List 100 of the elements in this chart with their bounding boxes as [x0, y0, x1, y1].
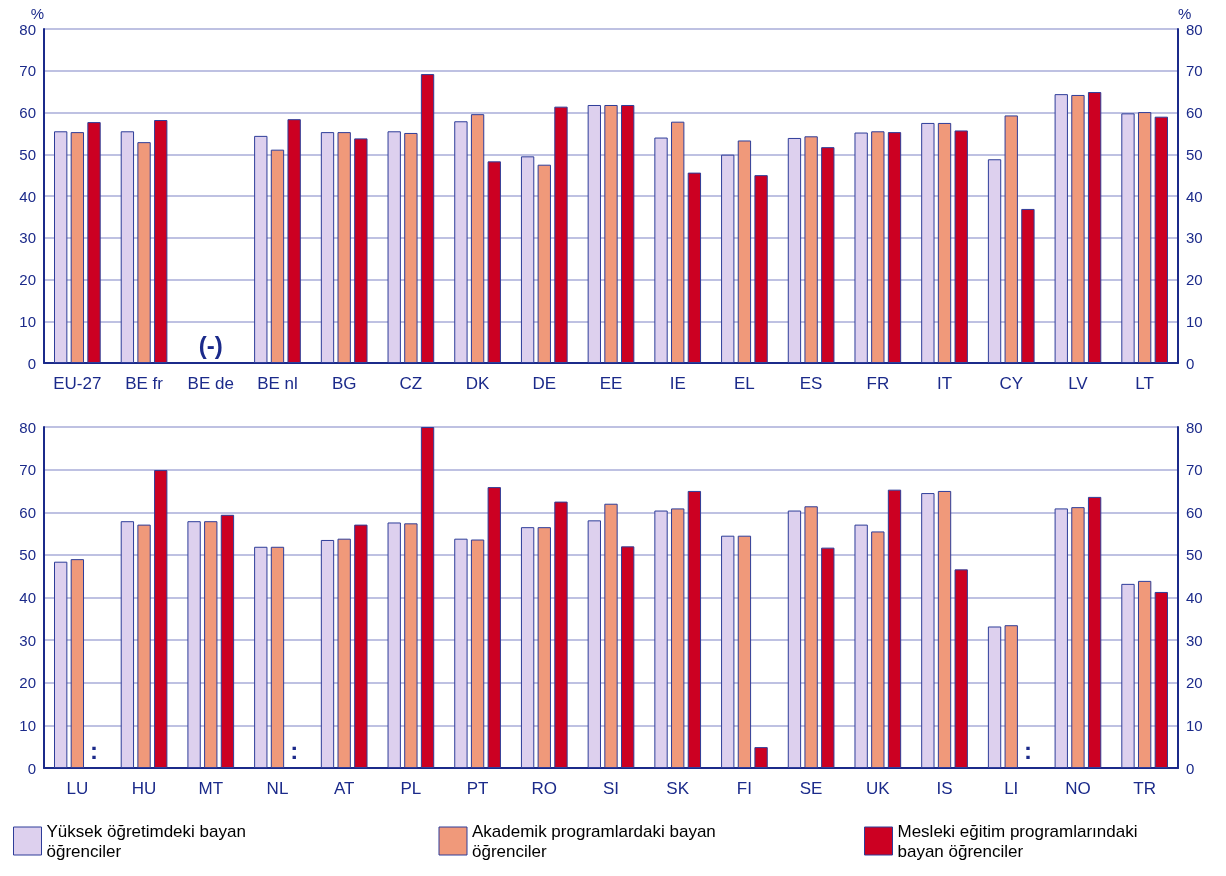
bar — [70, 132, 85, 363]
bar — [337, 132, 351, 363]
y-tick-label: 20 — [19, 674, 36, 692]
x-tick-label: NO — [1065, 779, 1091, 798]
y-tick-label: 30 — [19, 631, 36, 649]
bar — [1137, 580, 1152, 768]
bar — [671, 121, 685, 363]
y-tick-label: 50 — [19, 546, 36, 564]
x-tick-label: EL — [734, 374, 755, 393]
x-tick-label: BE nl — [257, 374, 298, 393]
bar — [921, 122, 935, 363]
bar — [1004, 625, 1018, 768]
bar — [721, 535, 735, 768]
bar — [270, 546, 285, 768]
bar — [487, 487, 501, 768]
bar — [954, 130, 968, 363]
bar — [487, 161, 501, 363]
y-tick-label: 10 — [19, 312, 36, 330]
x-tick-label: AT — [333, 779, 355, 798]
y-tick-label: 60 — [19, 104, 36, 121]
legend-label: Akademik programlardaki bayan öğrenciler — [472, 821, 721, 861]
bar — [937, 490, 952, 768]
y2-tick-label: 10 — [1186, 716, 1203, 734]
bar — [1121, 583, 1135, 768]
bar — [737, 140, 752, 363]
bar — [120, 131, 135, 363]
bar — [470, 539, 485, 768]
x-tick-label: PL — [400, 779, 422, 798]
x-tick-label: EE — [599, 374, 623, 393]
bar — [154, 470, 168, 768]
y-axis-title: % — [30, 5, 44, 22]
bar — [320, 539, 335, 768]
bar — [387, 131, 401, 363]
x-tick-label: DK — [465, 374, 491, 393]
y-tick-label: 80 — [19, 20, 36, 38]
legend-label: Yüksek öğretimdeki bayan öğrenciler — [46, 821, 251, 861]
bar — [787, 137, 802, 363]
y-tick-label: 50 — [19, 145, 36, 163]
bar — [70, 559, 85, 768]
bar — [137, 142, 151, 363]
bar — [921, 493, 935, 768]
bar — [621, 104, 635, 363]
x-tick-label: SE — [799, 779, 823, 798]
y-tick-label: 60 — [19, 503, 36, 521]
y2-tick-label: 30 — [1186, 229, 1203, 247]
bar — [204, 521, 218, 768]
bar — [654, 510, 668, 768]
bar — [621, 546, 635, 768]
x-tick-label: IS — [936, 779, 953, 798]
x-tick-label: CY — [999, 374, 1024, 393]
annotation: (-) — [198, 331, 223, 359]
y-tick-label: 70 — [19, 461, 36, 479]
bar — [987, 626, 1002, 768]
bar — [554, 106, 568, 363]
bar — [120, 521, 135, 768]
y-tick-label: 0 — [27, 759, 36, 777]
bar — [1137, 112, 1152, 363]
x-tick-label: FR — [866, 374, 890, 393]
bar — [554, 501, 568, 768]
bar — [1154, 591, 1168, 768]
legend-label: Mesleki eğitim programlarındaki bayan öğrenciler — [897, 821, 1143, 861]
bar — [337, 538, 351, 768]
x-tick-label: RO — [531, 779, 558, 798]
y-tick-label: 40 — [19, 589, 36, 606]
y2-tick-label: 30 — [1186, 631, 1203, 649]
annotation: : — [90, 736, 99, 764]
bar — [854, 524, 868, 768]
x-tick-label: SI — [602, 779, 620, 798]
bar — [1071, 94, 1085, 363]
y-tick-label: 70 — [19, 62, 36, 80]
bar — [387, 522, 401, 768]
bar — [821, 147, 835, 363]
y2-tick-label: 0 — [1186, 354, 1195, 372]
bar — [854, 132, 868, 363]
bar — [320, 132, 335, 363]
bar — [737, 535, 752, 768]
x-tick-label: CZ — [399, 374, 423, 393]
x-tick-label: BE de — [187, 374, 234, 393]
x-tick-label: NL — [266, 779, 289, 798]
bar — [1021, 208, 1035, 363]
x-tick-label: BE fr — [125, 374, 164, 393]
bar — [604, 104, 618, 363]
bar — [454, 121, 468, 363]
bar — [270, 149, 285, 363]
bar — [787, 510, 802, 768]
y2-tick-label: 50 — [1186, 546, 1203, 564]
annotation: : — [290, 736, 299, 764]
y-tick-label: 80 — [19, 418, 36, 436]
y2-tick-label: 60 — [1186, 503, 1203, 521]
bar — [1054, 508, 1068, 768]
bar — [987, 159, 1002, 363]
bar — [687, 172, 702, 363]
bar — [1071, 507, 1085, 768]
bar — [804, 506, 818, 768]
bar — [887, 489, 902, 768]
x-tick-label: EU-27 — [53, 374, 102, 393]
bar — [254, 546, 268, 768]
bar — [254, 135, 268, 363]
bar — [587, 104, 601, 363]
bar — [687, 490, 702, 768]
